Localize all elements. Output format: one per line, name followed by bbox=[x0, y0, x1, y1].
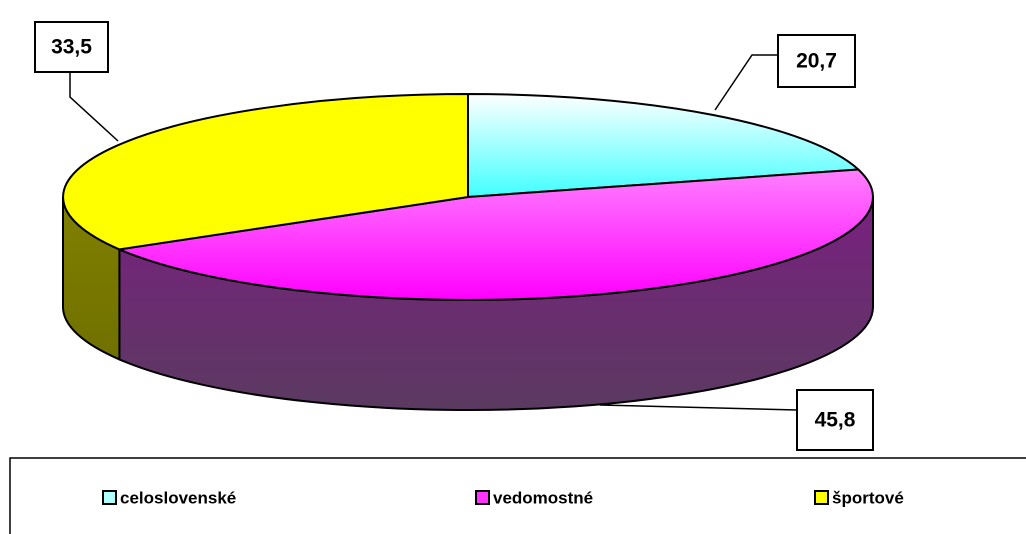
slice bbox=[115, 168, 874, 301]
legend-label: celoslovenské bbox=[120, 488, 236, 507]
data-label: 20,7 bbox=[796, 50, 837, 73]
legend-label: športové bbox=[832, 488, 904, 507]
label-box bbox=[796, 389, 874, 451]
legend-box bbox=[9, 457, 1026, 534]
slice bbox=[62, 92, 469, 251]
legend-label: vedomostné bbox=[493, 488, 593, 507]
leader-line bbox=[69, 72, 119, 142]
data-label: 45,8 bbox=[815, 409, 856, 432]
legend-swatch bbox=[475, 490, 490, 505]
legend-swatch bbox=[102, 490, 117, 505]
leader-line bbox=[599, 404, 798, 411]
legend-swatch bbox=[814, 490, 829, 505]
data-label: 33,5 bbox=[51, 36, 92, 59]
slice bbox=[467, 92, 861, 199]
label-box bbox=[777, 34, 856, 88]
leader-line bbox=[714, 54, 778, 111]
label-box bbox=[34, 21, 109, 73]
